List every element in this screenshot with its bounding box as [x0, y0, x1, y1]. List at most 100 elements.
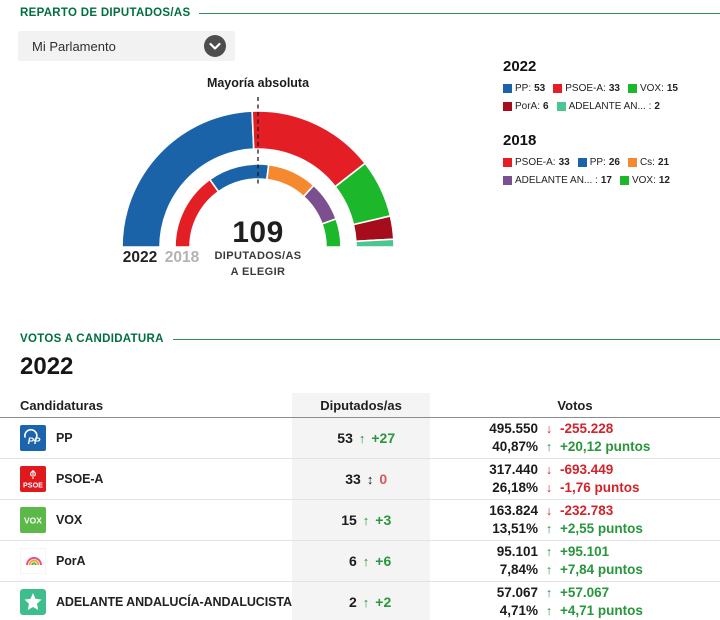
seat-arc-2018-VOX[interactable] [320, 217, 342, 248]
votes-value: 57.067 [496, 585, 538, 600]
seats-cell: 6 ↑ +6 [292, 541, 430, 581]
table-row: PorA 6 ↑ +6 95.101 ↑ +95.101 7,84% ↑ +7,… [0, 541, 720, 582]
votes-change: -255.228 [560, 421, 614, 436]
svg-text:PSOE: PSOE [23, 481, 43, 490]
legend-swatch [627, 84, 637, 93]
pct-value: 4,71% [499, 603, 538, 618]
legend-swatch [627, 158, 637, 167]
legend-group-year: 2018 [503, 132, 537, 149]
vox-logo: VOX [20, 507, 46, 533]
total-seats-label-line2: A ELEGIR [230, 266, 286, 278]
section-title-reparto: REPARTO DE DIPUTADOS/AS [20, 7, 191, 19]
seats-cell: 33 ↕ 0 [292, 459, 430, 499]
table-row: ADELANTE ANDALUCÍA-ANDALUCISTAS 2 ↑ +2 5… [0, 582, 720, 620]
votes-cell: 317.440 ↓ -693.449 26,18% ↓ -1,76 puntos [430, 459, 720, 499]
seats-change: +27 [371, 430, 396, 446]
seats-value: 2 [348, 594, 357, 610]
seat-arc-2018-PP[interactable] [208, 163, 270, 193]
votes-cell: 95.101 ↑ +95.101 7,84% ↑ +7,84 puntos [430, 541, 720, 581]
legend-group: 2022 PP: 53 PSOE-A: 33 VOX: 15 PorA: 6 ADELA… [503, 58, 717, 112]
section-header-reparto: REPARTO DE DIPUTADOS/AS [20, 7, 720, 19]
pct-change: -1,76 puntos [560, 480, 640, 495]
legend-item-label: PSOE-A: [565, 83, 606, 94]
legend-item-label: PP: [515, 83, 532, 94]
section-divider-line [172, 338, 720, 340]
table-header-row: Candidaturas Diputados/as Votos [0, 393, 720, 418]
legend-item-value: 17 [600, 175, 612, 186]
party-cell: PP PP [0, 418, 292, 458]
legend-item-label: PorA: [515, 101, 541, 112]
up-arrow-icon: ↑ [358, 430, 366, 446]
seats-cell: 15 ↑ +3 [292, 500, 430, 540]
votes-cell: 495.550 ↓ -255.228 40,87% ↑ +20,12 punto… [430, 418, 720, 458]
seats-change: 0 [379, 471, 388, 487]
legend-swatch [503, 176, 512, 185]
party-name: PP [56, 431, 73, 445]
up-arrow-icon: ↑ [362, 553, 370, 569]
up-arrow-icon: ↑ [545, 586, 553, 600]
down-arrow-icon: ↓ [545, 504, 553, 518]
legend-item-value: 53 [534, 83, 546, 94]
legend-item: PorA: 6 [503, 101, 549, 112]
up-arrow-icon: ↑ [545, 440, 553, 454]
legend-item-label: VOX: [631, 175, 656, 186]
section-title-votos: VOTOS A CANDIDATURA [20, 333, 164, 345]
legend-item-label: PSOE-A: [515, 157, 556, 168]
svg-text:PP: PP [28, 436, 41, 447]
total-seats-label-line1: DIPUTADOS/AS [214, 250, 302, 262]
votes-cell: 57.067 ↑ +57.067 4,71% ↑ +4,71 puntos [430, 582, 720, 620]
seat-arc-2022-ADELANTE AN...[interactable] [354, 238, 395, 248]
column-header-candidaturas: Candidaturas [20, 397, 104, 413]
legend-item: ADELANTE AN... :17 [503, 175, 612, 186]
legend-item-value: 15 [666, 83, 678, 94]
parliament-dropdown[interactable]: Mi Parlamento [18, 31, 235, 61]
seats-change: +3 [375, 512, 392, 528]
legend-item-value: 26 [608, 157, 620, 168]
chevron-down-icon [204, 35, 226, 57]
legend-item-value: 21 [657, 157, 670, 168]
up-arrow-icon: ↑ [545, 545, 553, 559]
table-row: PSOE PSOE-A 33 ↕ 0 317.440 ↓ -693.449 26… [0, 459, 720, 500]
hemicycle-chart [121, 97, 395, 248]
legend-item-label: ADELANTE AN... : [515, 175, 598, 186]
table-row: PP PP 53 ↑ +27 495.550 ↓ -255.228 40,87%… [0, 418, 720, 459]
down-arrow-icon: ↓ [545, 481, 553, 495]
pct-change: +2,55 puntos [560, 521, 643, 536]
svg-text:VOX: VOX [24, 516, 42, 526]
psoe-logo: PSOE [20, 466, 46, 492]
majority-label: Mayoría absoluta [206, 76, 310, 90]
pct-value: 13,51% [492, 521, 538, 536]
party-cell: PorA [0, 541, 292, 581]
adelante-logo [20, 589, 46, 615]
seats-value: 15 [341, 512, 357, 528]
seats-value: 6 [348, 553, 357, 569]
table-body: PP PP 53 ↑ +27 495.550 ↓ -255.228 40,87%… [0, 418, 720, 620]
votes-change: +95.101 [560, 544, 610, 559]
seats-cell: 2 ↑ +2 [292, 582, 430, 620]
pct-value: 7,84% [499, 562, 538, 577]
seats-value: 53 [337, 430, 353, 446]
up-arrow-icon: ↑ [362, 512, 370, 528]
legend-item-label: ADELANTE AN... : [568, 101, 652, 112]
legend-swatch [503, 84, 512, 93]
pora-logo [20, 548, 46, 574]
party-name: PSOE-A [56, 472, 104, 486]
pct-change: +7,84 puntos [560, 562, 643, 577]
legend-item: PP: 53 [503, 83, 545, 94]
up-arrow-icon: ↑ [545, 604, 553, 618]
legend-item-value: 33 [558, 157, 570, 168]
psoe-logo: PSOE [20, 466, 46, 492]
votes-value: 95.101 [496, 544, 538, 559]
chart-legend: 2022 PP: 53 PSOE-A: 33 VOX: 15 PorA: 6 ADELA… [503, 58, 717, 206]
legend-item: VOX: 15 [627, 83, 678, 94]
legend-item-label: VOX: [639, 83, 664, 94]
column-header-diputados: Diputados/as [292, 393, 430, 417]
legend-item-label: Cs: [639, 157, 655, 168]
legend-item-value: 33 [608, 83, 620, 94]
seats-cell: 53 ↑ +27 [292, 418, 430, 458]
seat-arc-2018-Cs[interactable] [265, 163, 315, 198]
legend-swatch [503, 158, 512, 167]
party-name: VOX [56, 513, 83, 527]
votes-table: Candidaturas Diputados/as Votos PP PP 53… [0, 393, 720, 620]
column-header-votos: Votos [557, 397, 593, 413]
